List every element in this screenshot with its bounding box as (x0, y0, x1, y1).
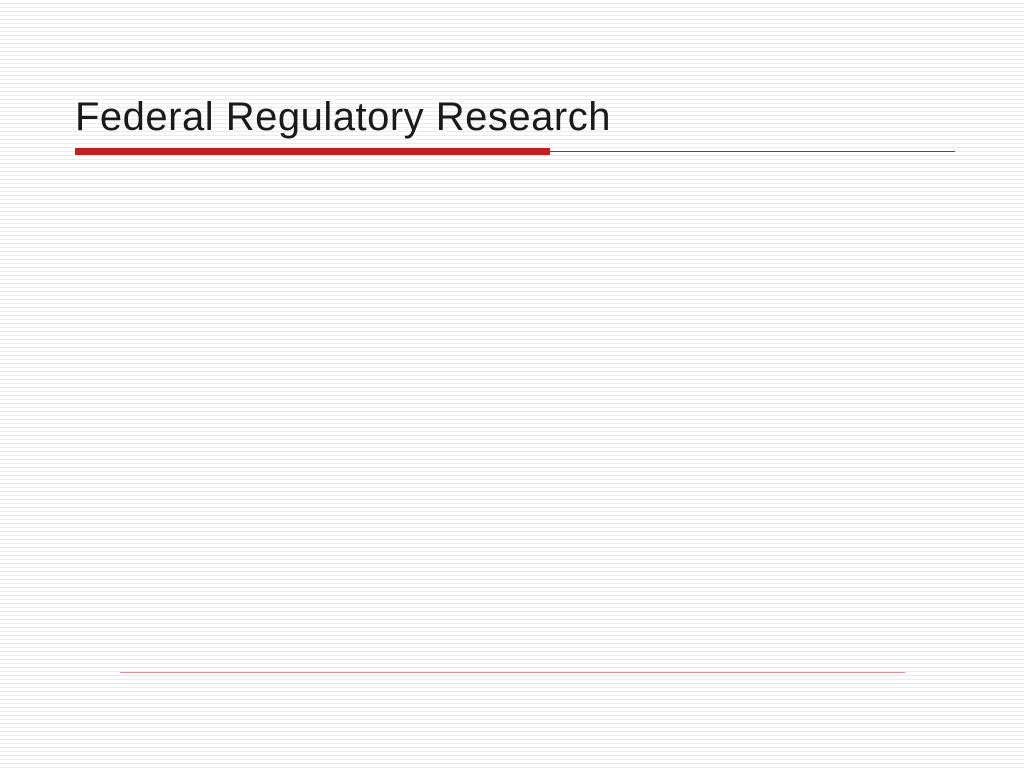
slide-title: Federal Regulatory Research (75, 95, 949, 140)
slide-content: Federal Regulatory Research (0, 0, 1024, 155)
underline-thick (75, 148, 550, 155)
bottom-divider (120, 672, 905, 673)
title-underline (75, 148, 955, 155)
